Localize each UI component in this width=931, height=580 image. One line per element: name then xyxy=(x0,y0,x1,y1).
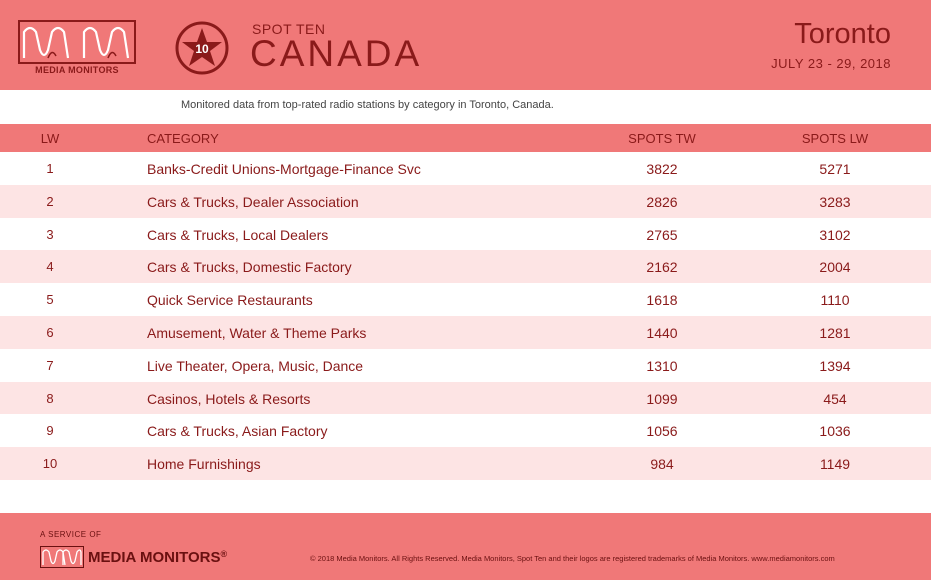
rank-cell: 7 xyxy=(46,357,54,373)
spots-lw-cell: 2004 xyxy=(819,259,851,276)
table-row: 1 Banks-Credit Unions-Mortgage-Finance Sv… xyxy=(0,152,931,185)
table-header: LW CATEGORY SPOTS TW SPOTS LW xyxy=(0,124,931,152)
badge-number: 10 xyxy=(195,42,209,56)
rank-cell: 9 xyxy=(46,423,54,439)
header: MEDIA MONITORS 10 SPOT TEN CANADA Toront… xyxy=(0,0,931,90)
column-header-lw: LW xyxy=(40,131,60,146)
ranking-table: LW CATEGORY SPOTS TW SPOTS LW 1 Banks-Cre… xyxy=(0,124,931,480)
spots-lw-cell: 454 xyxy=(823,390,847,407)
category-cell: Cars & Trucks, Dealer Association xyxy=(147,193,359,210)
spots-lw-cell: 3102 xyxy=(819,226,851,243)
footer: A SERVICE OF MEDIA MONITORS® © 2018 Medi… xyxy=(0,513,931,580)
rank-cell: 6 xyxy=(46,324,54,340)
category-cell: Home Furnishings xyxy=(147,456,261,473)
table-row: 6 Amusement, Water & Theme Parks 1440 1281 xyxy=(0,315,931,349)
category-cell: Amusement, Water & Theme Parks xyxy=(147,324,367,341)
city-title: Toronto xyxy=(794,18,891,50)
table-row: 10 Home Furnishings 984 1149 xyxy=(0,447,931,480)
spots-tw-cell: 1056 xyxy=(646,423,678,440)
rank-cell: 2 xyxy=(46,193,54,209)
rank-cell: 5 xyxy=(46,292,54,308)
spots-lw-cell: 5271 xyxy=(819,161,851,177)
service-label: A SERVICE OF xyxy=(40,530,102,539)
subtitle: Monitored data from top-rated radio stat… xyxy=(181,99,554,111)
category-cell: Cars & Trucks, Asian Factory xyxy=(147,423,328,440)
table-row: 5 Quick Service Restaurants 1618 1110 xyxy=(0,283,931,316)
spots-tw-cell: 2162 xyxy=(646,259,678,276)
spots-tw-cell: 1099 xyxy=(646,390,678,407)
spots-tw-cell: 984 xyxy=(650,456,674,473)
table-row: 7 Live Theater, Opera, Music, Dance 1310 13… xyxy=(0,348,931,382)
date-range: JULY 23 - 29, 2018 xyxy=(771,56,891,71)
category-cell: Banks-Credit Unions-Mortgage-Finance Svc xyxy=(147,161,421,177)
table-row: 8 Casinos, Hotels & Resorts 1099 454 xyxy=(0,381,931,415)
spots-lw-cell: 1110 xyxy=(820,292,850,309)
category-cell: Cars & Trucks, Local Dealers xyxy=(147,226,329,243)
category-cell: Live Theater, Opera, Music, Dance xyxy=(147,357,364,374)
spots-tw-cell: 2765 xyxy=(646,226,678,243)
column-header-category: CATEGORY xyxy=(147,131,219,146)
spots-tw-cell: 1618 xyxy=(646,292,678,309)
table-row: 4 Cars & Trucks, Domestic Factory 2162 2004 xyxy=(0,250,931,284)
spots-tw-cell: 1310 xyxy=(646,357,678,374)
category-cell: Cars & Trucks, Domestic Factory xyxy=(147,259,352,276)
spots-tw-cell: 3822 xyxy=(646,161,678,177)
spots-lw-cell: 1036 xyxy=(819,423,851,440)
country-title: CANADA xyxy=(250,33,423,74)
spots-lw-cell: 1149 xyxy=(819,456,851,473)
footer-brand-text: MEDIA MONITORS® xyxy=(88,549,228,566)
column-header-spots-tw: SPOTS TW xyxy=(628,131,696,146)
spot-ten-label: SPOT TEN xyxy=(252,21,326,37)
table-row: 3 Cars & Trucks, Local Dealers 2765 3102 xyxy=(0,217,931,251)
copyright-text: © 2018 Media Monitors. All Rights Reserv… xyxy=(310,554,835,563)
category-cell: Casinos, Hotels & Resorts xyxy=(147,390,311,407)
footer-logo: MEDIA MONITORS® xyxy=(40,546,227,568)
spots-lw-cell: 1281 xyxy=(819,324,851,341)
column-header-spots-lw: SPOTS LW xyxy=(801,131,869,146)
logo-brand-text: MEDIA MONITORS xyxy=(35,65,119,75)
rank-cell: 1 xyxy=(46,161,54,176)
spots-lw-cell: 3283 xyxy=(819,193,851,210)
rank-cell: 4 xyxy=(46,259,54,275)
spots-lw-cell: 1394 xyxy=(819,357,851,374)
table-row: 2 Cars & Trucks, Dealer Association 2826 32… xyxy=(0,184,931,218)
table-row: 9 Cars & Trucks, Asian Factory 1056 1036 xyxy=(0,414,931,448)
rank-cell: 10 xyxy=(42,456,58,472)
spots-tw-cell: 2826 xyxy=(646,193,678,210)
rank-cell: 8 xyxy=(46,390,54,406)
category-cell: Quick Service Restaurants xyxy=(147,292,313,309)
media-monitors-logo: MEDIA MONITORS xyxy=(18,20,136,78)
spot-ten-star-badge: 10 xyxy=(174,20,230,76)
rank-cell: 3 xyxy=(46,226,54,242)
spots-tw-cell: 1440 xyxy=(646,324,678,341)
